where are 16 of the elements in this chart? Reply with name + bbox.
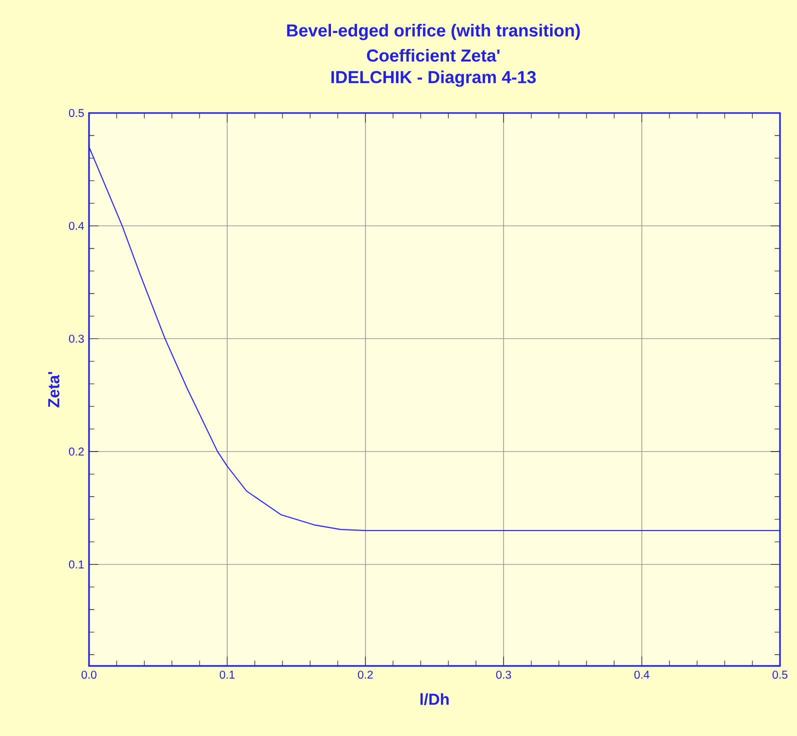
y-tick-label: 0.3 (68, 334, 84, 343)
x-tick-label: 0.3 (496, 670, 511, 679)
x-tick-label: 0.1 (220, 670, 235, 679)
y-tick-label: 0.5 (68, 108, 84, 117)
y-tick-label: 0.4 (68, 222, 84, 230)
text: IDELCHIK - Diagram 4-13 (331, 70, 536, 87)
y-tick-label: 0.2 (68, 448, 84, 456)
chart-title: Bevel-edged orifice (with transition) (287, 24, 580, 40)
x-tick-label: 0.4 (634, 670, 650, 679)
y-axis-title: Zeta' (48, 372, 60, 408)
y-tick-label: 0.1 (68, 560, 84, 568)
x-tick-label: 0.2 (358, 670, 373, 679)
chart-subtitle: Coefficient Zeta' (366, 48, 500, 62)
x-tick-label: 0.0 (82, 670, 96, 679)
x-axis-title: l/Dh (420, 693, 449, 706)
x-tick-label: 0.5 (772, 670, 788, 679)
